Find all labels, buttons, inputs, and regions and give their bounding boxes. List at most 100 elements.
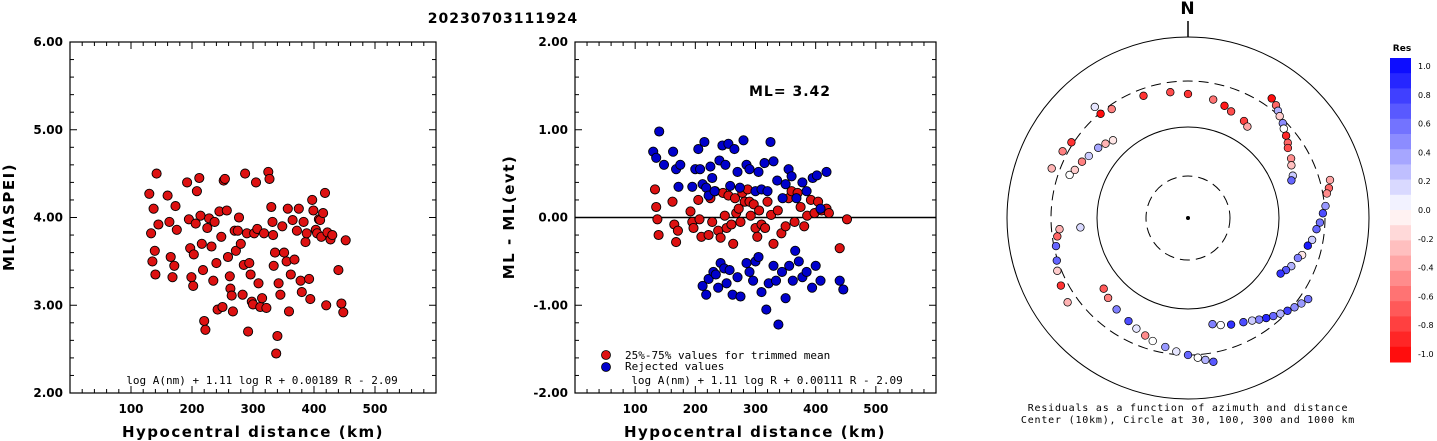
plot1-point-red [327, 230, 338, 241]
plot2-point-blue [703, 273, 714, 284]
station-marker [1067, 138, 1076, 147]
plot2-point-red [729, 193, 741, 204]
plot1-point-red [206, 241, 217, 252]
station-marker [1283, 306, 1292, 315]
residual-colorbar: Res 1.0 0.8 0.6 0.4 0.2 0.0 -0.2 -0.4 -0.6 -0.8 -1… [1390, 44, 1434, 363]
station-marker [1321, 201, 1330, 211]
plot1-point-red [167, 272, 178, 283]
plot2-point-blue [668, 146, 679, 157]
station-marker [1183, 89, 1193, 99]
plot2-point-blue [810, 260, 821, 271]
station-marker [1281, 131, 1291, 140]
plot2-point-blue [720, 159, 731, 170]
plot2-point-blue [738, 135, 749, 146]
plot1-point-red [319, 187, 331, 198]
plot2-x-tick-label: 300 [743, 402, 768, 416]
colorbar-cell [1390, 346, 1411, 363]
station-marker [1226, 107, 1236, 116]
circle-30km [1145, 175, 1231, 261]
station-marker [1139, 91, 1148, 100]
plot1-point-red [340, 235, 351, 246]
station-marker [1070, 165, 1079, 175]
station-marker [1047, 164, 1056, 173]
plot1-point-red [268, 230, 279, 241]
station-marker [1141, 331, 1150, 340]
plot2-point-blue [699, 136, 710, 148]
plot1-point-red [307, 194, 318, 205]
plot2-point-blue [780, 179, 791, 190]
plot2-point-blue [713, 282, 724, 293]
station-marker [1108, 136, 1118, 145]
plot2-point-blue [687, 181, 698, 192]
plot2-point-red [652, 214, 663, 225]
colorbar-cell [1390, 331, 1411, 348]
plot2-point-blue [770, 275, 782, 286]
plot2-point-blue [725, 180, 736, 191]
plot1-point-red [318, 208, 329, 219]
plot1-point-red [165, 251, 176, 263]
plot2-point-red [772, 205, 783, 216]
station-marker [1275, 112, 1284, 121]
plot2-point-blue [724, 265, 735, 276]
plot2-y-tick-label: 0.00 [538, 211, 568, 225]
plot2-point-blue [807, 282, 818, 293]
plot1-point-red [271, 348, 282, 359]
colorbar-tick-label: -0.2 [1418, 235, 1434, 244]
station-marker [1063, 298, 1072, 307]
plot1-point-red [258, 228, 270, 239]
plot2-y-axis-label: ML - ML(evt) [500, 155, 518, 279]
colorbar-cell [1390, 225, 1411, 241]
station-marker [1297, 299, 1306, 308]
colorbar-tick-label: 0.6 [1418, 120, 1431, 129]
plot1-point-red [264, 173, 275, 184]
plot1-point-red [150, 269, 161, 280]
station-marker [1269, 311, 1278, 321]
plot1-x-tick-label: 200 [179, 402, 204, 416]
plot1-point-red [216, 231, 227, 242]
station-marker [1065, 170, 1074, 180]
plot2-y-tick-label: -2.00 [533, 386, 568, 400]
plot2-point-blue [772, 175, 783, 186]
plot2-point-blue [705, 161, 716, 172]
plot2-point-red [762, 196, 773, 207]
plot1-point-red [188, 249, 199, 260]
plot2-point-blue [815, 275, 826, 286]
station-marker [1286, 154, 1296, 163]
plot2-x-tick-label: 200 [683, 402, 708, 416]
station-marker [1103, 293, 1113, 303]
circle-100km [1096, 126, 1280, 310]
plot1-point-red [199, 315, 210, 327]
plot1-point-red [298, 216, 309, 227]
plot1-y-tick-label: 6.00 [33, 35, 63, 49]
station-marker [1226, 320, 1236, 329]
plot2-x-tick-label: 500 [863, 402, 888, 416]
station-marker [1216, 320, 1225, 330]
plot2-point-blue [732, 272, 743, 283]
plot1-point-red [196, 238, 207, 249]
plot2-point-blue [707, 172, 718, 184]
plot1-y-tick-label: 5.00 [33, 123, 63, 137]
station-marker [1055, 225, 1064, 234]
plot1-point-red [151, 168, 162, 179]
plot2-point-red [726, 219, 737, 230]
colorbar-cell [1390, 194, 1411, 211]
station-marker [1161, 342, 1170, 352]
plot2-point-blue [768, 156, 779, 167]
plot1-point-red [279, 247, 290, 258]
station-marker [1090, 102, 1099, 112]
colorbar-cell [1390, 73, 1411, 89]
colorbar-tick-label: 0.8 [1418, 91, 1431, 100]
plot1-point-red [291, 225, 302, 236]
station-marker [1318, 209, 1328, 218]
plot1-point-red [296, 287, 307, 298]
plot1-point-red [250, 177, 262, 188]
plot2-point-blue [815, 203, 826, 214]
station-marker [1148, 336, 1157, 346]
plot2-x-tick-label: 400 [803, 402, 828, 416]
ml-residual-plot: 100 200 300 400 500 -2.00 -1.00 0.00 1.00 2.00 M… [500, 35, 937, 441]
plot2-point-blue [734, 182, 745, 193]
plot2-point-blue [801, 266, 812, 277]
station-marker [1322, 189, 1332, 198]
plot1-point-red [182, 177, 193, 188]
colorbar-cell [1390, 301, 1411, 317]
